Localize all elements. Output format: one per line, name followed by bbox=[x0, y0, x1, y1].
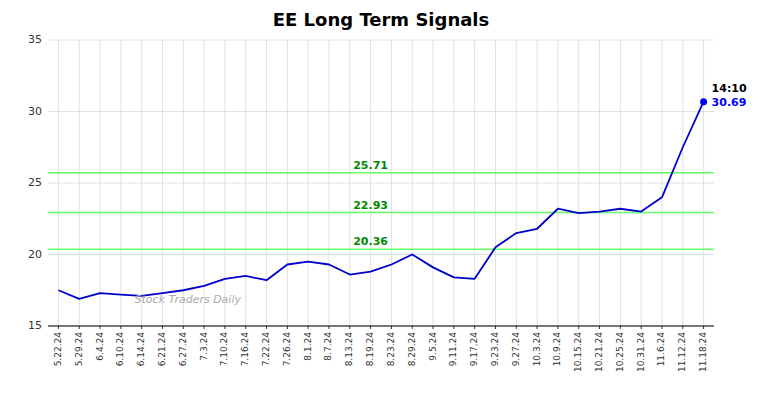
x-tick-label: 8.23.24 bbox=[386, 332, 396, 367]
x-tick-label: 10.3.24 bbox=[532, 332, 542, 367]
x-tick-label: 9.11.24 bbox=[448, 332, 458, 367]
x-tick-label: 11.12.24 bbox=[677, 332, 687, 372]
x-tick-label: 8.29.24 bbox=[407, 332, 417, 367]
grid-line-x bbox=[224, 40, 225, 326]
grid-line-x bbox=[287, 40, 288, 326]
grid-line-x bbox=[703, 40, 704, 326]
grid-line-x bbox=[266, 40, 267, 326]
grid-line-y bbox=[48, 254, 714, 255]
grid-line-x bbox=[79, 40, 80, 326]
grid-line-y bbox=[48, 111, 714, 112]
grid-line-x bbox=[495, 40, 496, 326]
x-tick-label: 7.22.24 bbox=[261, 332, 271, 367]
grid-line-x bbox=[641, 40, 642, 326]
grid-line-x bbox=[391, 40, 392, 326]
y-tick-label: 35 bbox=[28, 33, 42, 46]
signal-line bbox=[48, 172, 714, 174]
x-tick-label: 9.27.24 bbox=[511, 332, 521, 367]
x-tick-label: 6.27.24 bbox=[178, 332, 188, 367]
signal-line bbox=[48, 249, 714, 251]
signal-label: 20.36 bbox=[353, 235, 388, 248]
x-tick-label: 8.1.24 bbox=[303, 332, 313, 361]
x-tick-label: 11.18.24 bbox=[698, 332, 708, 372]
grid-line-x bbox=[349, 40, 350, 326]
grid-line-y bbox=[48, 40, 714, 41]
grid-line-x bbox=[120, 40, 121, 326]
x-tick-label: 7.26.24 bbox=[282, 332, 292, 367]
grid-line-x bbox=[474, 40, 475, 326]
annotation-price: 30.69 bbox=[712, 96, 747, 109]
annotation-time: 14:10 bbox=[712, 82, 747, 95]
x-tick-label: 8.19.24 bbox=[365, 332, 375, 367]
grid-line-y bbox=[48, 183, 714, 184]
x-tick-label: 6.21.24 bbox=[157, 332, 167, 367]
x-tick-label: 5.29.24 bbox=[74, 332, 84, 367]
signal-line bbox=[48, 212, 714, 214]
grid bbox=[48, 40, 714, 326]
grid-line-x bbox=[183, 40, 184, 326]
x-tick-label: 6.10.24 bbox=[115, 332, 125, 367]
grid-line-y bbox=[48, 326, 714, 327]
x-axis-line bbox=[48, 325, 714, 326]
grid-line-x bbox=[162, 40, 163, 326]
x-tick-label: 7.3.24 bbox=[199, 332, 209, 361]
watermark: Stock Traders Daily bbox=[135, 293, 242, 306]
grid-line-x bbox=[537, 40, 538, 326]
x-tick-label: 7.16.24 bbox=[240, 332, 250, 367]
grid-line-x bbox=[620, 40, 621, 326]
grid-line-x bbox=[308, 40, 309, 326]
x-tick-label: 8.13.24 bbox=[344, 332, 354, 367]
grid-line-x bbox=[245, 40, 246, 326]
grid-line-x bbox=[557, 40, 558, 326]
y-tick-label: 15 bbox=[28, 319, 42, 332]
grid-line-x bbox=[141, 40, 142, 326]
price-line bbox=[58, 102, 703, 299]
x-tick-label: 10.21.24 bbox=[594, 332, 604, 372]
x-tick-label: 11.6.24 bbox=[656, 332, 666, 367]
signal-label: 25.71 bbox=[353, 159, 388, 172]
chart: 15 20 25 30 35 5.22.24 5.29.24 6.4.24 6.10.24 6.1… bbox=[0, 0, 784, 398]
x-tick-label: 10.15.24 bbox=[573, 332, 583, 372]
grid-line-x bbox=[58, 40, 59, 326]
title: EE Long Term Signals bbox=[273, 9, 490, 30]
grid-line-x bbox=[516, 40, 517, 326]
x-tick-label: 6.4.24 bbox=[95, 332, 105, 361]
grid-line-x bbox=[661, 40, 662, 326]
x-tick-label: 9.17.24 bbox=[469, 332, 479, 367]
grid-line-x bbox=[453, 40, 454, 326]
grid-line-x bbox=[433, 40, 434, 326]
grid-line-x bbox=[328, 40, 329, 326]
last-point bbox=[700, 98, 707, 105]
y-tick-label: 20 bbox=[28, 248, 42, 261]
x-tick-label: 5.22.24 bbox=[53, 332, 63, 367]
x-tick-label: 7.10.24 bbox=[219, 332, 229, 367]
grid-line-x bbox=[599, 40, 600, 326]
x-tick-label: 8.7.24 bbox=[323, 332, 333, 361]
grid-line-x bbox=[100, 40, 101, 326]
grid-line-x bbox=[578, 40, 579, 326]
plot-area bbox=[48, 98, 714, 299]
x-tick-label: 10.9.24 bbox=[552, 332, 562, 367]
y-tick-label: 25 bbox=[28, 176, 42, 189]
x-tick-label: 10.31.24 bbox=[636, 332, 646, 372]
grid-line-x bbox=[682, 40, 683, 326]
grid-line-x bbox=[204, 40, 205, 326]
grid-line-x bbox=[412, 40, 413, 326]
y-tick-label: 30 bbox=[28, 105, 42, 118]
x-tick-label: 9.23.24 bbox=[490, 332, 500, 367]
x-tick-label: 6.14.24 bbox=[136, 332, 146, 367]
x-tick-label: 9.5.24 bbox=[428, 332, 438, 361]
x-tick-label: 10.25.24 bbox=[615, 332, 625, 372]
grid-line-x bbox=[370, 40, 371, 326]
signal-label: 22.93 bbox=[353, 199, 388, 212]
